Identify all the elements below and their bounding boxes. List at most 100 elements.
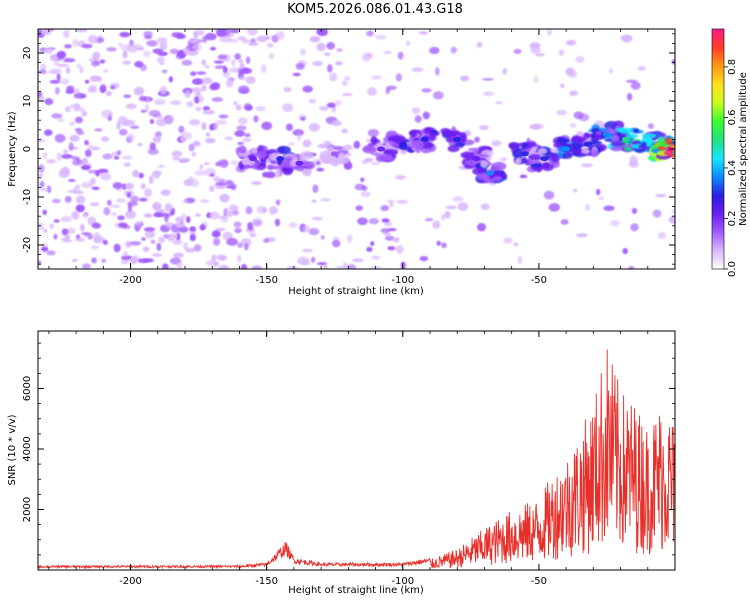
heatmap-cell [674, 137, 675, 142]
heatmap-cell [432, 91, 444, 100]
heatmap-cell [286, 265, 298, 269]
heatmap-cell [84, 149, 92, 158]
heatmap-cell [250, 181, 262, 185]
heatmap-cell [101, 258, 107, 264]
heatmap-cell [641, 133, 657, 139]
heatmap-cell [215, 161, 221, 167]
heatmap-cell [370, 241, 375, 247]
heatmap-peak [622, 136, 630, 142]
heatmap-cell [106, 199, 112, 206]
y-tick-label: 2000 [22, 497, 33, 522]
heatmap-cell [123, 250, 128, 257]
heatmap-cell [138, 172, 144, 179]
heatmap-cell [120, 255, 133, 261]
heatmap-cell [375, 34, 387, 40]
heatmap-cell [161, 69, 168, 74]
heatmap-cell [282, 166, 294, 176]
colorbar-tick-label: 0.2 [727, 211, 738, 227]
heatmap-cell [482, 77, 494, 81]
heatmap-cell [75, 116, 83, 124]
heatmap-cell [251, 265, 263, 269]
heatmap-peak [453, 136, 462, 142]
heatmap-cell [193, 244, 202, 252]
heatmap-cell [215, 182, 227, 186]
heatmap-cell [383, 149, 399, 155]
heatmap-cell [100, 109, 113, 119]
heatmap-cell [214, 65, 225, 70]
heatmap-cell [611, 134, 620, 144]
heatmap-cell [311, 199, 317, 203]
heatmap-cell [450, 46, 458, 54]
heatmap-cell [38, 260, 42, 265]
heatmap-cell [56, 50, 67, 59]
heatmap-cell [264, 34, 271, 41]
heatmap-cell [371, 75, 382, 80]
heatmap-cell [259, 158, 267, 167]
heatmap-cell [113, 156, 120, 160]
heatmap-cell [82, 212, 89, 218]
heatmap-cell [138, 96, 148, 102]
heatmap-cell [302, 139, 312, 148]
heatmap-cell [164, 203, 173, 212]
heatmap-cell [571, 135, 581, 144]
heatmap-cell [63, 44, 72, 49]
heatmap-cell [213, 60, 224, 64]
heatmap-cell [548, 202, 560, 212]
heatmap-cell [172, 156, 181, 161]
heatmap-cell [186, 215, 191, 224]
heatmap-cell [357, 217, 368, 226]
heatmap-cell [459, 132, 467, 141]
heatmap-cell [476, 41, 483, 48]
heatmap-cell [160, 189, 171, 197]
heatmap-cell [182, 199, 189, 204]
heatmap-cell [657, 146, 666, 151]
spectrogram-y-axis: -20 -10 0 10 20 [22, 33, 675, 265]
heatmap-cell [234, 130, 246, 137]
heatmap-cell [120, 258, 129, 265]
figure-title: KOM5.2026.086.01.43.G18 [287, 2, 463, 17]
heatmap-cell [436, 240, 442, 246]
heatmap-cell [336, 48, 343, 53]
heatmap-cell [233, 221, 242, 228]
heatmap-cell [429, 131, 436, 141]
heatmap-cell [88, 84, 97, 90]
heatmap-cell [229, 29, 240, 34]
heatmap-cell [132, 169, 140, 178]
heatmap-cell [142, 246, 150, 252]
heatmap-cell [113, 243, 121, 253]
heatmap-cell [143, 31, 153, 38]
heatmap-peak [377, 146, 385, 152]
heatmap-cell [199, 199, 210, 203]
heatmap-cell [535, 53, 545, 57]
heatmap-cell [320, 235, 325, 240]
heatmap-cell [43, 152, 48, 159]
heatmap-peak [472, 156, 481, 162]
heatmap-cell [304, 161, 315, 170]
heatmap-cell [51, 198, 61, 204]
heatmap-cell [215, 119, 227, 125]
heatmap-cell [268, 206, 278, 215]
heatmap-cell [249, 232, 257, 238]
heatmap-cell [152, 201, 162, 211]
heatmap-cell [189, 226, 197, 232]
heatmap-cell [38, 96, 45, 101]
heatmap-cell [84, 139, 89, 146]
heatmap-cell [334, 100, 342, 107]
heatmap-cell [81, 181, 93, 189]
heatmap-cell [75, 195, 86, 205]
heatmap-cell [125, 182, 135, 190]
heatmap-cell [308, 98, 317, 104]
heatmap-cell [251, 217, 263, 227]
heatmap-cell [576, 233, 588, 238]
heatmap-cell [655, 193, 667, 198]
heatmap-cell [297, 256, 310, 266]
heatmap-cell [222, 65, 228, 74]
heatmap-cell [211, 230, 221, 238]
heatmap-cell [87, 144, 94, 150]
heatmap-cell [285, 123, 293, 131]
x-tick-label: -200 [119, 275, 142, 286]
heatmap-cell [181, 59, 193, 66]
heatmap-cell [159, 41, 168, 51]
heatmap-cell [287, 142, 295, 146]
heatmap-cell [346, 264, 357, 269]
